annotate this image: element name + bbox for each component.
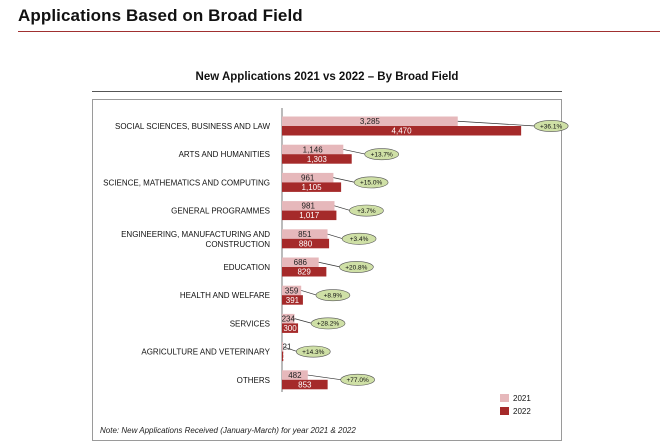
chart-note: Note: New Applications Received (January… bbox=[100, 426, 356, 435]
change-label: +15.0% bbox=[360, 180, 382, 187]
value-label-2022: 1,105 bbox=[302, 183, 323, 192]
value-label-2022: 880 bbox=[299, 239, 313, 248]
value-label-2022: 300 bbox=[283, 324, 297, 333]
bar-2021 bbox=[282, 172, 334, 183]
category-label: AGRICULTURE AND VETERINARY bbox=[141, 348, 270, 357]
change-label: +13.7% bbox=[371, 152, 393, 159]
legend-swatch-2021 bbox=[500, 394, 509, 402]
legend-label-2021: 2021 bbox=[513, 394, 531, 403]
change-label: +28.2% bbox=[317, 321, 339, 328]
page-title: Applications Based on Broad Field bbox=[18, 6, 303, 25]
bar-2021 bbox=[282, 257, 319, 267]
value-label-2022: 853 bbox=[298, 380, 312, 389]
value-label-2021: 851 bbox=[298, 230, 312, 239]
change-connector bbox=[301, 290, 318, 296]
value-label-2021: 359 bbox=[285, 286, 299, 295]
bar-2021 bbox=[282, 342, 284, 352]
bar-2021 bbox=[282, 144, 344, 155]
change-label: +20.8% bbox=[345, 264, 367, 271]
bar-2022 bbox=[282, 295, 303, 305]
change-connector bbox=[343, 149, 366, 155]
bar-2022 bbox=[282, 182, 342, 192]
value-label-2021: 21 bbox=[283, 343, 292, 352]
change-badge bbox=[295, 345, 331, 358]
change-badge bbox=[310, 317, 346, 330]
category-label: EDUCATION bbox=[223, 263, 270, 272]
bar-2022 bbox=[282, 154, 352, 164]
category-label: SOCIAL SCIENCES, BUSINESS AND LAW bbox=[115, 122, 270, 131]
bar-2021 bbox=[282, 201, 335, 211]
value-label-2021: 234 bbox=[282, 315, 296, 324]
change-badge bbox=[341, 232, 377, 245]
category-label: ARTS AND HUMANITIES bbox=[179, 150, 270, 159]
change-connector bbox=[327, 233, 344, 240]
bar-2021 bbox=[282, 116, 458, 126]
change-label: +14.3% bbox=[302, 349, 324, 356]
bar-2022 bbox=[282, 351, 284, 362]
change-connector bbox=[333, 177, 356, 183]
change-label: +3.7% bbox=[357, 208, 376, 215]
change-badge bbox=[340, 373, 375, 386]
change-label: +77.0% bbox=[347, 377, 369, 384]
value-label-2022: 1,017 bbox=[299, 211, 320, 220]
category-label: ENGINEERING, MANUFACTURING AND bbox=[121, 230, 270, 239]
value-label-2022: 829 bbox=[297, 268, 311, 277]
change-badge bbox=[349, 204, 384, 217]
bar-2022 bbox=[282, 323, 299, 333]
change-connector bbox=[307, 374, 342, 381]
category-label: GENERAL PROGRAMMES bbox=[171, 207, 270, 216]
value-label-2021: 1,146 bbox=[303, 145, 324, 154]
chart-frame bbox=[92, 99, 562, 441]
change-connector bbox=[318, 261, 341, 268]
value-label-2021: 3,285 bbox=[360, 117, 381, 126]
change-connector bbox=[334, 205, 351, 211]
change-label: +3.4% bbox=[350, 236, 369, 243]
bar-2022 bbox=[282, 126, 522, 136]
change-badge bbox=[315, 289, 351, 302]
chart-title: New Applications 2021 vs 2022 – By Broad… bbox=[195, 71, 459, 83]
change-badge bbox=[339, 261, 374, 273]
category-label: CONSTRUCTION bbox=[206, 240, 271, 249]
legend-label-2022: 2022 bbox=[513, 407, 531, 416]
change-badge bbox=[533, 120, 569, 132]
change-connector bbox=[457, 120, 536, 127]
change-label: +36.1% bbox=[540, 123, 562, 130]
bar-2021 bbox=[282, 313, 295, 324]
category-label: OTHERS bbox=[237, 376, 270, 385]
value-label-2021: 981 bbox=[302, 202, 316, 211]
bar-2022 bbox=[282, 267, 327, 277]
change-badge bbox=[353, 176, 389, 189]
value-label-2021: 482 bbox=[288, 371, 302, 380]
change-badge bbox=[364, 148, 400, 161]
bar-2022 bbox=[282, 238, 330, 249]
category-label: SCIENCE, MATHEMATICS AND COMPUTING bbox=[103, 178, 270, 187]
change-label: +8.9% bbox=[324, 293, 343, 300]
value-label-2022: 391 bbox=[286, 296, 300, 305]
value-label-2021: 686 bbox=[294, 258, 308, 267]
bar-2022 bbox=[282, 379, 328, 390]
legend-swatch-2022 bbox=[500, 407, 509, 415]
value-label-2022: 1,303 bbox=[307, 155, 328, 164]
bar-2021 bbox=[282, 229, 328, 239]
value-label-2022: 4,470 bbox=[392, 127, 413, 136]
category-label: HEALTH AND WELFARE bbox=[180, 291, 270, 300]
bar-2021 bbox=[282, 370, 308, 380]
bar-2021 bbox=[282, 285, 302, 296]
value-label-2021: 961 bbox=[301, 174, 315, 183]
chart-title-divider bbox=[92, 91, 562, 92]
bar-2022 bbox=[282, 210, 337, 221]
change-connector bbox=[294, 318, 313, 324]
category-label: SERVICES bbox=[230, 319, 270, 328]
title-divider bbox=[18, 31, 660, 32]
value-label-2022: 24 bbox=[283, 352, 292, 361]
change-connector bbox=[283, 346, 298, 352]
